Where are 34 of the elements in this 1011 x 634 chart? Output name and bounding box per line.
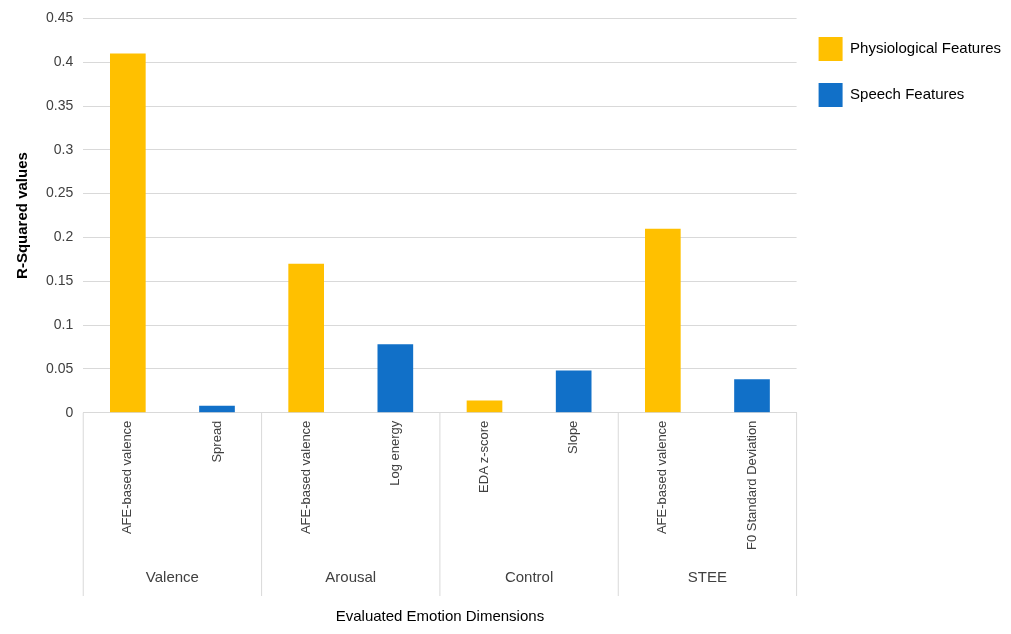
x-tick-label: AFE-based valence (654, 420, 670, 535)
y-tick-label: 0.2 (53, 228, 74, 245)
y-tick-label: 0.45 (46, 9, 74, 26)
x-tick-label: AFE-based valence (119, 420, 135, 535)
x-tick-label: AFE-based valence (297, 420, 313, 535)
legend-label: Speech Features (850, 85, 965, 103)
text: Valence (145, 568, 199, 586)
y-tick-label: 0.3 (53, 140, 74, 157)
bar (734, 379, 770, 413)
x-tick-label: Log energy (386, 420, 402, 486)
text: Control (504, 568, 554, 586)
legend-label: Physiological Features (850, 39, 1002, 57)
y-tick-label: 0.25 (46, 184, 74, 201)
bar (110, 53, 146, 413)
bar (466, 400, 503, 413)
bar (288, 263, 324, 413)
bar (645, 228, 681, 413)
x-tick-label: Spread (208, 420, 224, 463)
bar (199, 405, 235, 413)
y-tick-label: 0.4 (53, 53, 74, 70)
bar (555, 370, 592, 413)
text: STEE (687, 568, 728, 586)
x-tick-label: Slope (565, 420, 581, 454)
y-tick-label: 0.1 (53, 315, 74, 332)
text: Arousal (325, 568, 377, 586)
y-tick-label: 0 (65, 403, 74, 420)
y-tick-label: 0.35 (46, 96, 74, 113)
x-axis-title: Evaluated Emotion Dimensions (335, 607, 545, 625)
x-tick-label: EDA z-score (476, 420, 492, 493)
x-tick-label: F0 Standard Deviation (743, 420, 759, 551)
y-axis-title: R-Squared values (13, 152, 31, 279)
y-tick-label: 0.15 (46, 272, 74, 289)
bar (377, 344, 414, 413)
y-tick-label: 0.05 (46, 359, 74, 376)
